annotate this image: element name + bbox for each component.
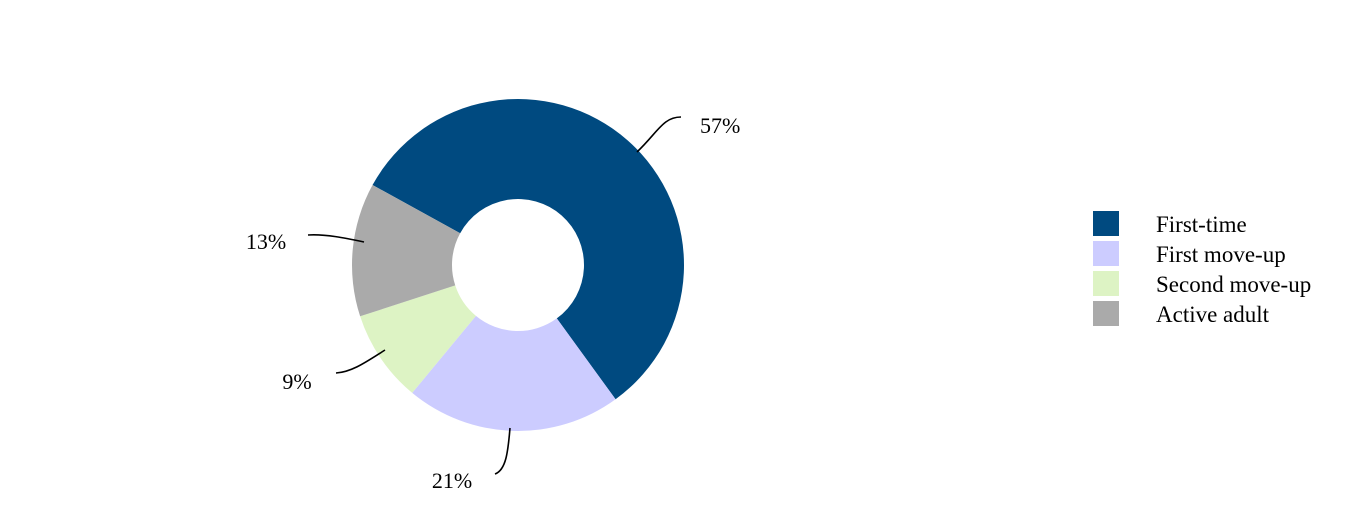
legend-swatch (1093, 271, 1119, 296)
legend-swatch (1093, 301, 1119, 326)
legend-label: First move-up (1156, 242, 1286, 267)
leader-line (335, 349, 386, 374)
data-labels: 57% 21% 9% 13% (246, 113, 740, 493)
legend-swatch (1093, 241, 1119, 266)
data-label: 9% (282, 369, 311, 394)
slice-active-adult (352, 185, 461, 317)
leader-line (307, 234, 365, 243)
slice-second-move-up (360, 285, 476, 393)
slice-first-move-up (412, 315, 616, 431)
leader-line (636, 116, 682, 153)
legend-label: First-time (1156, 212, 1247, 237)
data-label: 21% (432, 468, 472, 493)
leader-lines (307, 116, 682, 475)
legend-label: Second move-up (1156, 272, 1311, 297)
legend-label: Active adult (1156, 302, 1270, 327)
leader-line (494, 427, 511, 475)
data-label: 13% (246, 229, 286, 254)
legend-swatch (1093, 211, 1119, 236)
legend: First-time First move-up Second move-up Act… (1093, 211, 1311, 327)
slice-first-time (372, 98, 685, 400)
data-label: 57% (700, 113, 740, 138)
donut-slices (352, 98, 685, 431)
